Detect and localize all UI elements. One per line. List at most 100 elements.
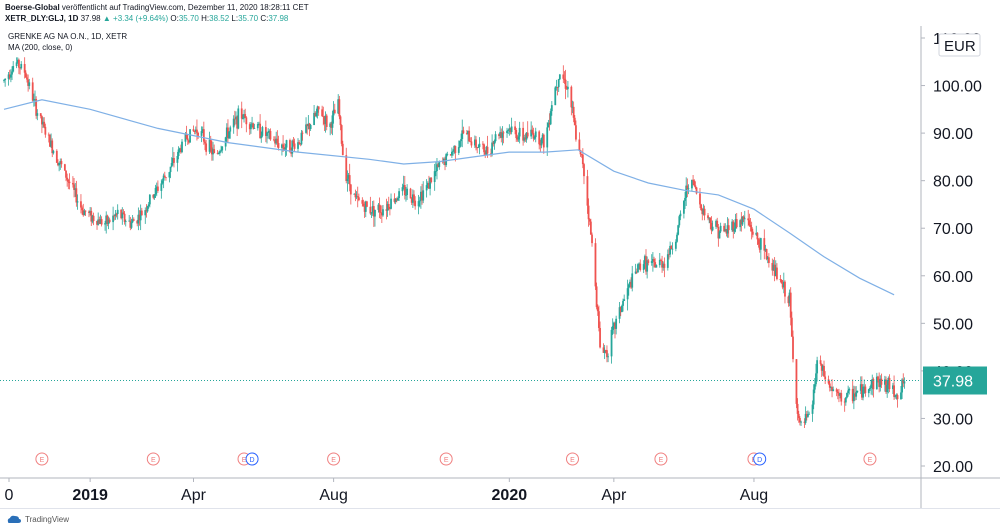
- candle-body: [339, 116, 342, 126]
- candle-body: [861, 384, 863, 398]
- symbol-label: XETR_DLY:GLJ, 1D: [5, 14, 79, 23]
- candle-body: [58, 162, 61, 166]
- candle-body: [878, 380, 881, 387]
- candle-body: [515, 129, 518, 139]
- candle-body: [300, 132, 303, 145]
- candle-body: [732, 221, 735, 232]
- candle-body: [484, 152, 487, 155]
- candle-body: [473, 139, 476, 146]
- candle-body: [747, 218, 750, 221]
- candle-body: [542, 134, 545, 148]
- candle-body: [26, 77, 28, 80]
- candle-body: [875, 376, 878, 390]
- candle-body: [284, 147, 287, 150]
- tradingview-logo[interactable]: TradingView: [6, 514, 69, 524]
- candle-body: [227, 127, 229, 139]
- candle-body: [862, 386, 864, 398]
- ma-200-line: [3, 99, 895, 296]
- candle-body: [197, 132, 199, 136]
- candle-body: [490, 153, 492, 155]
- low-value: 35.70: [238, 14, 259, 23]
- candle-body: [268, 130, 271, 133]
- candle-body: [846, 393, 848, 398]
- candle-body: [132, 219, 135, 221]
- candle-body: [372, 206, 375, 217]
- candle-body: [586, 176, 589, 206]
- price-chart[interactable]: 20.0030.0040.0050.0060.0070.0080.0090.00…: [0, 26, 1000, 508]
- candle-body: [290, 152, 293, 154]
- candle-body: [139, 210, 142, 221]
- candle-body: [645, 256, 647, 272]
- candle-body: [307, 123, 310, 127]
- candle-body: [877, 376, 879, 381]
- candle-body: [324, 115, 327, 125]
- candle-body: [763, 238, 766, 251]
- candle-body: [780, 279, 783, 284]
- candle-body: [136, 220, 139, 224]
- candle-body: [550, 105, 553, 112]
- open-label: O:: [170, 14, 179, 23]
- publisher-name[interactable]: Boerse-Global: [5, 3, 60, 12]
- candle-body: [468, 130, 471, 142]
- candle-body: [607, 356, 609, 358]
- candle-body: [546, 127, 549, 148]
- candle-body: [677, 225, 680, 235]
- candle-body: [252, 123, 255, 129]
- candle-body: [784, 281, 786, 297]
- candle-body: [347, 175, 350, 179]
- candle-body: [596, 307, 599, 312]
- candle-body: [595, 286, 598, 308]
- candle-body: [502, 132, 505, 134]
- candle-body: [154, 187, 157, 195]
- y-tick-label: 90.00: [933, 126, 973, 143]
- candle-body: [354, 193, 357, 198]
- candle-body: [18, 59, 20, 68]
- candle-body: [337, 99, 340, 114]
- candle-body: [414, 200, 417, 207]
- candle-body: [161, 180, 164, 184]
- open-value: 35.70: [178, 14, 199, 23]
- candle-body: [340, 125, 343, 144]
- chart-area[interactable]: 20.0030.0040.0050.0060.0070.0080.0090.00…: [0, 26, 1000, 508]
- candle-body: [840, 393, 843, 402]
- candle-body: [348, 175, 351, 185]
- candle-body: [651, 259, 654, 262]
- candle-body: [4, 78, 7, 81]
- candle-body: [298, 142, 301, 144]
- candle-body: [426, 183, 429, 186]
- candle-body: [765, 248, 768, 260]
- x-tick-label: 0: [5, 487, 14, 504]
- candle-body: [789, 292, 792, 318]
- candle-body: [16, 59, 19, 63]
- candle-body: [856, 390, 859, 393]
- candle-body: [35, 98, 38, 116]
- candle-body: [51, 140, 54, 154]
- low-label: L:: [231, 14, 239, 23]
- candle-body: [122, 212, 125, 214]
- candle-body: [743, 218, 746, 220]
- candle-body: [859, 384, 862, 391]
- candle-body: [773, 264, 776, 277]
- change-arrow-icon: ▲: [102, 14, 111, 23]
- x-tick-label: 2020: [492, 487, 528, 504]
- candle-body: [718, 231, 721, 239]
- dividend-marker: [753, 452, 767, 466]
- candle-body: [204, 141, 206, 144]
- candle-body: [516, 138, 519, 140]
- candle-body: [627, 284, 630, 289]
- candle-body: [749, 224, 752, 228]
- candle-body: [147, 204, 150, 207]
- candle-body: [82, 210, 85, 216]
- candle-body: [491, 142, 494, 154]
- candle-body: [851, 388, 854, 402]
- candle-body: [382, 209, 384, 216]
- candle-body: [60, 161, 63, 165]
- candle-body: [457, 147, 460, 153]
- candle-body: [331, 115, 334, 128]
- candle-body: [482, 143, 484, 145]
- candle-body: [123, 213, 126, 222]
- candle-body: [250, 124, 252, 130]
- candle-body: [723, 225, 725, 232]
- candle-body: [514, 126, 516, 130]
- candle-body: [708, 217, 711, 219]
